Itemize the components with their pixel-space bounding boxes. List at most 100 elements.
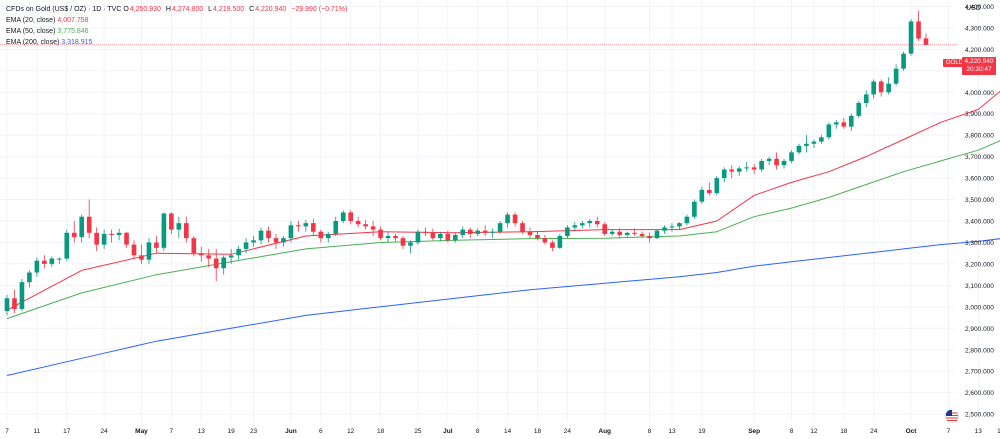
candle <box>266 226 271 243</box>
legend-ema20-row[interactable]: EMA (20, close) 4,007.758 <box>6 15 350 26</box>
candle <box>393 233 398 242</box>
candle-body <box>669 226 675 228</box>
candle <box>415 229 421 245</box>
candle <box>684 214 690 226</box>
candle-body <box>893 68 899 84</box>
y-tick-label: 2,900.000 <box>965 326 994 333</box>
y-tick-label: 3,500.000 <box>965 197 994 204</box>
candle-body <box>116 232 122 235</box>
candle <box>594 216 600 228</box>
candle <box>781 158 787 169</box>
candle-body <box>512 214 518 224</box>
candle <box>908 19 914 56</box>
candle <box>318 229 324 243</box>
candle <box>423 227 428 237</box>
x-tick-label: 6 <box>319 428 323 435</box>
candle-body <box>281 238 286 243</box>
candle-body <box>565 227 570 237</box>
candle <box>303 219 309 232</box>
x-tick-label: 18 <box>840 428 848 435</box>
legend-symbol-row: CFDs on Gold (US$ / OZ) · 1D · TVC O4,25… <box>6 4 350 15</box>
candle <box>878 79 884 97</box>
candle <box>901 51 906 71</box>
candle <box>707 182 712 196</box>
candle-body <box>662 227 667 231</box>
candle <box>161 212 167 252</box>
x-tick-label: Jul <box>443 428 453 435</box>
candle-body <box>258 230 264 241</box>
candle <box>56 257 62 264</box>
candle-body <box>131 244 137 256</box>
candle <box>228 248 234 264</box>
candle <box>520 221 525 234</box>
y-tick-label: 3,400.000 <box>965 219 994 226</box>
candle-body <box>594 221 600 225</box>
legend-ema50-row[interactable]: EMA (50, close) 3,775.846 <box>6 26 350 37</box>
candle <box>296 221 301 232</box>
candle <box>408 240 413 254</box>
candle <box>893 64 899 86</box>
legend-ema200-row[interactable]: EMA (200, close) 3,318.915 <box>6 37 350 48</box>
candle-body <box>430 232 436 239</box>
candle <box>714 175 720 196</box>
candle <box>139 244 144 264</box>
candle-body <box>863 94 869 103</box>
candle-body <box>139 255 144 260</box>
candle <box>221 255 226 275</box>
low-value: 4,219.500 <box>212 6 245 13</box>
candle <box>355 216 361 228</box>
y-tick-label: 2,700.000 <box>965 369 994 376</box>
x-tick-label: 23 <box>250 428 258 435</box>
candle-body <box>191 238 197 254</box>
y-tick-label: 3,600.000 <box>965 176 994 183</box>
candle-body <box>288 225 294 239</box>
candle-body <box>908 21 914 54</box>
candle-body <box>744 167 749 169</box>
ema50-value: 3,775.846 <box>57 28 89 35</box>
candle <box>789 150 794 164</box>
candle-body <box>639 233 645 237</box>
candle <box>512 212 518 227</box>
y-tick-label: 3,000.000 <box>965 304 994 311</box>
x-tick-label: 8 <box>648 428 652 435</box>
candle-body <box>632 232 637 234</box>
candle <box>169 212 174 234</box>
candle <box>86 199 92 239</box>
y-tick-label: 3,100.000 <box>965 283 994 290</box>
candle-body <box>385 236 391 239</box>
x-tick-label: 19 <box>698 428 706 435</box>
candle-body <box>759 160 764 170</box>
candle <box>729 165 735 179</box>
candle <box>736 166 742 176</box>
candle <box>662 225 667 234</box>
candle-body <box>729 169 735 172</box>
candle-body <box>834 122 839 125</box>
candle <box>677 222 682 230</box>
candle <box>624 231 630 238</box>
candle-body <box>348 212 354 222</box>
candle <box>378 226 383 241</box>
candle <box>811 139 817 149</box>
us-flag-icon[interactable] <box>945 409 959 423</box>
candle-body <box>393 236 398 239</box>
candle <box>587 218 593 228</box>
candle <box>131 240 137 259</box>
candle <box>109 229 114 243</box>
x-tick-label: 8 <box>476 428 480 435</box>
candle <box>535 231 540 241</box>
ema-50-line <box>6 140 1000 320</box>
open-key: O <box>123 6 129 13</box>
candle-body <box>176 223 182 230</box>
candle <box>243 238 249 254</box>
currency-label[interactable]: USD <box>966 5 981 12</box>
y-tick-label: 3,900.000 <box>965 111 994 118</box>
candle-body <box>363 224 368 227</box>
candle-body <box>856 102 862 116</box>
candle-body <box>109 233 114 235</box>
candle-body <box>86 216 92 233</box>
candle-body <box>184 223 189 239</box>
candle <box>744 162 749 172</box>
candle-body <box>796 145 802 153</box>
candle <box>482 225 488 237</box>
